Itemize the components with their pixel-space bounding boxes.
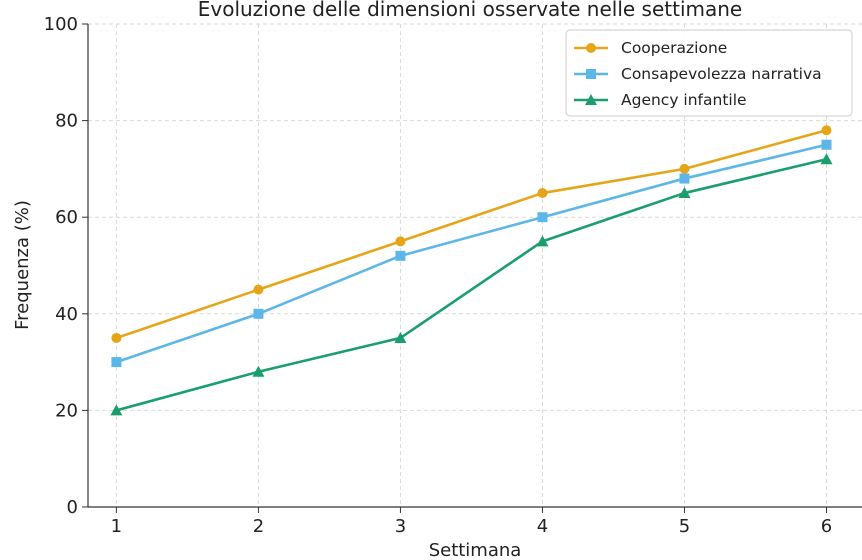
data-point (395, 236, 406, 247)
x-tick-label: 1 (111, 516, 122, 537)
legend-swatch-marker (585, 94, 597, 105)
x-tick-label: 5 (679, 516, 690, 537)
data-point (252, 365, 265, 377)
gridlines (88, 23, 862, 508)
legend-entry: Consapevolezza narrativa (574, 65, 822, 83)
data-point (537, 212, 548, 223)
data-point (536, 235, 549, 247)
legend-entry: Cooperazione (574, 39, 727, 57)
chart-title: Evoluzione delle dimensioni osservate ne… (198, 0, 743, 21)
data-point (394, 331, 407, 343)
data-point (821, 125, 832, 136)
data-point (679, 163, 690, 174)
data-point (111, 357, 122, 368)
series-1 (111, 125, 832, 343)
legend-label: Cooperazione (621, 39, 727, 57)
y-tick-label: 20 (55, 400, 78, 421)
x-tick-label: 4 (537, 516, 548, 537)
legend-entry: Agency infantile (574, 91, 747, 109)
y-tick-label: 60 (55, 207, 78, 228)
series-line (115, 129, 827, 340)
series-line (115, 143, 827, 364)
data-point (110, 404, 123, 416)
x-tick-label: 6 (821, 516, 832, 537)
series-layer (110, 125, 833, 416)
y-tick-label: 40 (55, 304, 78, 325)
y-axis-title: Frequenza (%) (12, 200, 33, 330)
legend: Cooperazione Consapevolezza narrativa Agen… (565, 29, 853, 117)
data-point (820, 153, 833, 165)
legend-swatch-marker (586, 43, 596, 53)
series-3 (110, 153, 833, 416)
series-line (116, 157, 827, 412)
data-point (678, 187, 691, 199)
y-tick-label: 0 (67, 497, 78, 518)
legend-box (565, 29, 853, 117)
legend-label: Agency infantile (621, 91, 747, 109)
data-point (253, 308, 264, 319)
y-tick-label: 80 (55, 111, 78, 132)
x-axis-title: Settimana (429, 540, 522, 560)
legend-swatch-marker (586, 69, 596, 79)
y-tick-label: 100 (44, 14, 78, 35)
series-2 (111, 139, 832, 368)
x-tick-label: 3 (395, 516, 406, 537)
axes: 0 20 40 60 80 100 1 2 3 4 5 6 (44, 14, 862, 537)
legend-label: Consapevolezza narrativa (621, 65, 822, 83)
data-point (395, 250, 406, 261)
data-point (537, 188, 548, 199)
x-tick-label: 2 (253, 516, 264, 537)
data-point (253, 284, 264, 295)
data-point (111, 332, 122, 343)
data-point (679, 173, 690, 184)
data-point (821, 139, 832, 150)
